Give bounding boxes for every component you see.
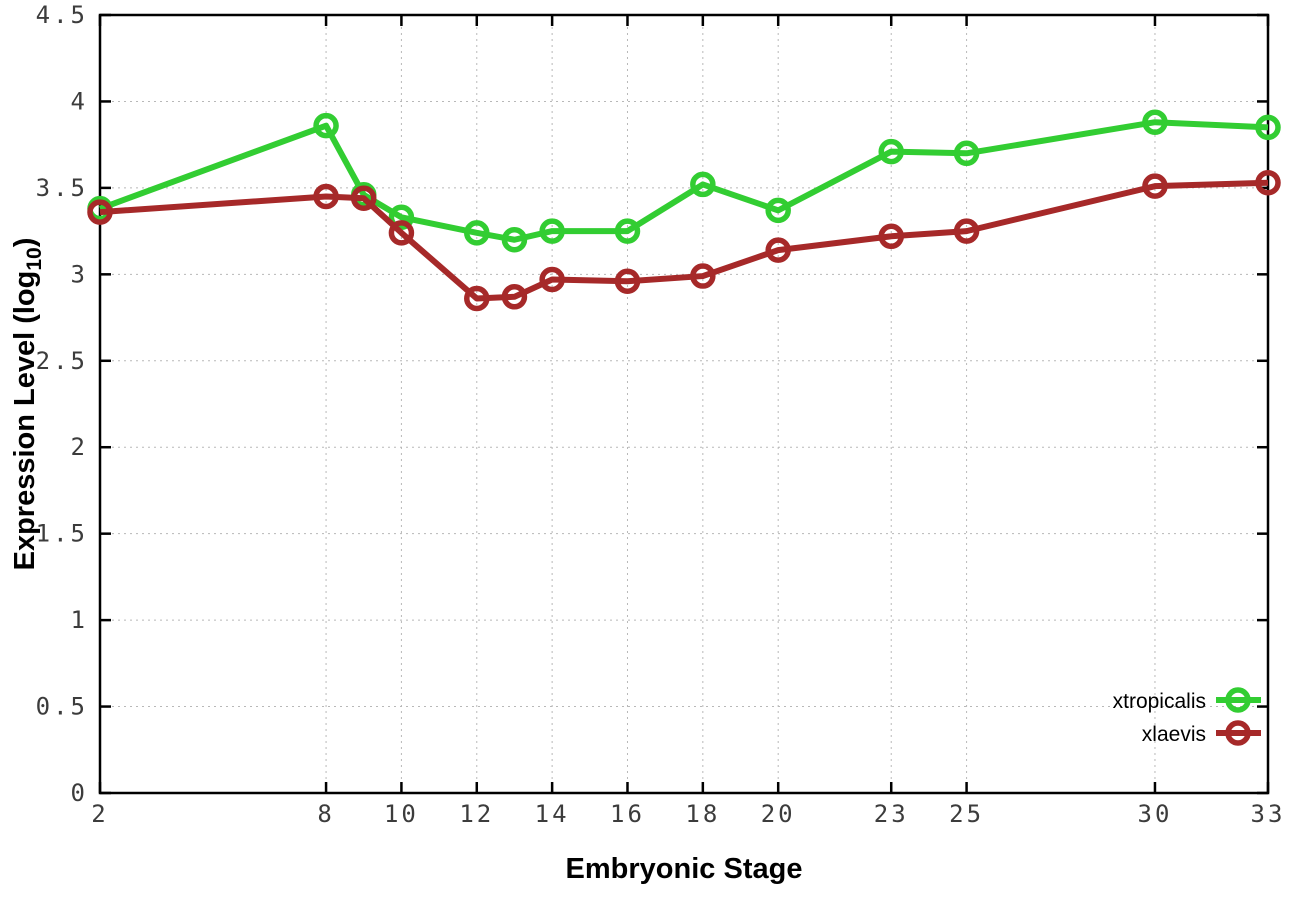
data-point-xtropicalis (313, 112, 339, 139)
x-axis-title: Embryonic Stage (566, 853, 803, 885)
y-tick-label: 4 (71, 87, 88, 115)
data-point-xtropicalis (388, 204, 415, 231)
x-tick-label: 23 (874, 800, 909, 828)
data-point-xlaevis (350, 185, 377, 212)
y-tick-label: 2.5 (36, 347, 88, 375)
data-point-xlaevis (87, 199, 113, 225)
x-tick-label: 10 (384, 800, 419, 828)
data-point-xlaevis (953, 218, 980, 244)
y-tick-label: 4.5 (36, 1, 88, 29)
data-point-xtropicalis (501, 227, 528, 253)
data-point-xtropicalis (765, 197, 791, 224)
tick-labels: 2 8 10 12 14 16 18 20 23 25 30 33 0 0.5 1 1.5 2 2.5 3 3.5 4 4… (36, 1, 1286, 828)
data-point-xtropicalis (614, 218, 641, 244)
series-xtropicalis (87, 109, 1281, 253)
data-point-xtropicalis (690, 171, 716, 198)
data-point-xlaevis (614, 268, 641, 294)
y-tick-label: 0 (71, 779, 88, 807)
y-axis-title: Expression Level (log10) (9, 238, 46, 571)
data-point-xtropicalis (464, 220, 490, 246)
data-point-xtropicalis (539, 218, 565, 244)
x-tick-label: 33 (1251, 800, 1286, 828)
x-tick-label: 2 (91, 800, 108, 828)
data-point-xlaevis (501, 284, 528, 310)
data-point-xlaevis (388, 220, 415, 246)
series-line-xtropicalis (98, 119, 1269, 243)
x-tick-label: 20 (761, 800, 796, 828)
y-tick-label: 0.5 (36, 693, 88, 721)
data-point-xtropicalis (953, 140, 980, 167)
grid-lines (100, 15, 1268, 793)
data-point-xlaevis (1255, 169, 1281, 196)
x-tick-label: 16 (610, 800, 645, 828)
data-point-xtropicalis (1142, 109, 1168, 135)
legend: xtropicalis xlaevis (1113, 687, 1261, 746)
y-tick-label: 3 (71, 260, 88, 288)
series-xlaevis (87, 169, 1281, 312)
y-tick-label: 1.5 (36, 520, 88, 548)
data-point-xlaevis (464, 285, 490, 312)
legend-item-xlaevis: xlaevis (1142, 720, 1261, 746)
x-tick-label: 14 (535, 800, 570, 828)
x-tick-label: 18 (685, 800, 720, 828)
x-tick-label: 25 (949, 800, 984, 828)
data-point-xlaevis (313, 183, 339, 210)
legend-item-xtropicalis: xtropicalis (1113, 687, 1261, 713)
x-tick-label: 30 (1138, 800, 1173, 828)
x-tick-label: 12 (459, 800, 494, 828)
y-tick-label: 1 (71, 606, 88, 634)
data-point-xlaevis (878, 223, 904, 250)
y-tick-label: 2 (71, 433, 88, 461)
data-point-xlaevis (765, 237, 791, 263)
x-tick-label: 8 (317, 800, 334, 828)
data-point-xlaevis (690, 263, 716, 289)
axis-ticks (98, 13, 1270, 795)
data-point-xlaevis (1142, 173, 1168, 199)
data-point-xtropicalis (878, 138, 904, 165)
plot-border (98, 13, 1270, 795)
series-line-xlaevis (99, 179, 1269, 302)
y-tick-label: 3.5 (36, 174, 88, 202)
legend-marker-sample (1225, 687, 1251, 713)
legend-label-xtropicalis: xtropicalis (1113, 690, 1206, 713)
data-point-xlaevis (539, 266, 565, 293)
legend-marker-sample (1225, 720, 1251, 746)
data-point-xtropicalis (1255, 114, 1281, 141)
legend-label-xlaevis: xlaevis (1142, 723, 1206, 746)
